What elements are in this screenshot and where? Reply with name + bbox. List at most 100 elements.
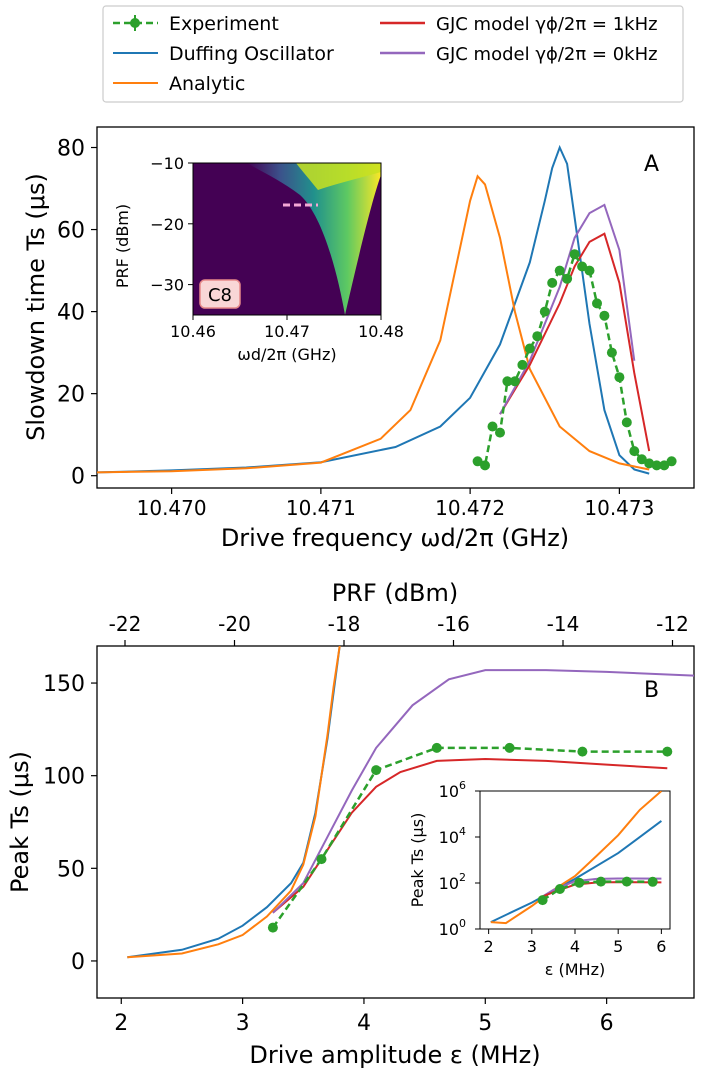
legend-label-duffing: Duffing Oscillator <box>169 43 334 65</box>
panel-b-experiment-point <box>267 922 278 933</box>
inset-log-experiment-point <box>621 876 632 887</box>
panel-b-ytick-label: 100 <box>43 765 85 790</box>
panel-b-series-analytic <box>127 646 341 959</box>
heatmap-ytick-label: −20 <box>150 215 184 234</box>
inset-log-xtick-label: 2 <box>484 937 494 956</box>
panel-a-experiment-point <box>644 458 655 469</box>
inset-log-ytick-label: 106 <box>439 779 466 801</box>
legend-label-gjc1: GJC model γϕ/2π = 1kHz <box>436 14 658 35</box>
inset-log-ytick-label: 100 <box>439 917 466 939</box>
panel-b-top-xlabel: PRF (dBm) <box>332 579 458 607</box>
panel-a-experiment-point <box>606 347 617 358</box>
panel-a-experiment-point <box>584 265 595 276</box>
inset-log-experiment-point <box>537 895 548 906</box>
panel-b-top-tick-label: -16 <box>437 612 470 636</box>
panel-b-experiment-point <box>662 746 673 757</box>
panel-b-series-duffing <box>127 646 341 959</box>
panel-a-experiment-point <box>599 310 610 321</box>
panel-a-experiment-point <box>636 454 647 465</box>
heatmap-ytick-label: −10 <box>150 154 184 173</box>
panel-a-ytick-label: 40 <box>57 301 85 326</box>
panel-a-experiment-point <box>592 298 602 309</box>
panel-a-label: A <box>644 152 659 177</box>
inset-heatmap: C8 10.46 10.47 10.48−10−20−30 ωd/2π (GHz) … <box>113 154 404 364</box>
panel-a-experiment-point <box>487 421 498 432</box>
panel-a-experiment-point <box>495 427 505 438</box>
inset-log-ylabel: Peak Ts (μs) <box>408 813 427 908</box>
panel-b-experiment-point <box>504 742 515 753</box>
panel-a-ytick-label: 20 <box>57 383 85 408</box>
panel-a-frame <box>96 126 695 489</box>
panel-a-experiment-point <box>472 456 483 467</box>
panel-a-ylabel: Slowdown time Ts (μs) <box>22 173 50 441</box>
panel-b-xtick-label: 6 <box>600 1011 614 1036</box>
inset-log-xtick-label: 4 <box>570 937 580 956</box>
panel-a-xtick-label: 10.470 <box>137 496 207 520</box>
panel-a-series-analytic <box>97 174 650 474</box>
panel-a-xlabel: Drive frequency ωd/2π (GHz) <box>221 524 569 552</box>
panel-b-top-tick-label: -20 <box>218 612 251 636</box>
panel-a-experiment-point <box>621 417 632 428</box>
panel-a-experiment-point <box>502 376 513 387</box>
panel-a-experiment-point <box>532 331 543 342</box>
panel-a-experiment-point <box>562 273 573 284</box>
panel-a-experiment-point <box>651 460 662 471</box>
panel-b-xtick-label: 3 <box>236 1011 250 1036</box>
panel-b-ytick-label: 0 <box>71 950 85 975</box>
panel-a-experiment-point <box>629 446 640 457</box>
panel-b-experiment-point <box>431 742 442 753</box>
legend-label-analytic: Analytic <box>169 73 245 95</box>
panel-a-experiment-point <box>554 265 565 276</box>
inset-log-xtick-label: 3 <box>527 937 537 956</box>
panel-a-xtick-label: 10.471 <box>286 496 356 520</box>
panel-a-ytick-label: 80 <box>57 137 85 162</box>
legend-entry-duffing: Duffing Oscillator <box>113 43 334 65</box>
panel-b-experiment-point <box>371 765 382 776</box>
panel-b-experiment-point <box>577 746 588 757</box>
heatmap-xtick-label: 10.46 <box>170 322 216 341</box>
inset-heatmap-ylabel: PRF (dBm) <box>113 204 132 288</box>
panel-a-series-gjc1 <box>499 232 651 452</box>
panel-b-xtick-label: 5 <box>478 1011 492 1036</box>
panel-a-ytick-label: 60 <box>57 219 85 244</box>
inset-log-xtick-label: 6 <box>656 937 666 956</box>
inset-log-plot: 2 3 4 5 6 100 102 104 106 ε (MHz) Peak Ts (μs) <box>408 779 671 979</box>
inset-log-series-duffing <box>490 820 662 924</box>
inset-log-series-analytic <box>490 791 663 925</box>
heatmap-bright-band <box>296 163 381 190</box>
legend: Experiment Duffing Oscillator Analytic G… <box>102 5 684 103</box>
inset-log-ytick-label: 104 <box>439 825 466 847</box>
panel-b-top-tick-label: -18 <box>328 612 361 636</box>
panel-b-experiment-point <box>316 854 327 865</box>
panel-b-top-tick-label: -22 <box>109 612 142 636</box>
heatmap-xtick-label: 10.48 <box>358 322 404 341</box>
panel-a-experiment-point <box>569 249 580 260</box>
legend-label-gjc0: GJC model γϕ/2π = 0kHz <box>436 44 658 65</box>
legend-entry-experiment: Experiment <box>113 13 279 35</box>
panel-b-frame <box>96 645 695 999</box>
panel-b-top-tick-label: -14 <box>547 612 580 636</box>
inset-log-experiment-point <box>595 876 606 887</box>
panel-a-series-experiment <box>476 251 673 468</box>
panel-b-top-tick-label: -12 <box>656 612 689 636</box>
inset-log-frame <box>479 790 671 930</box>
heatmap-resonance-wedge <box>247 163 381 315</box>
panel-b-ylabel: Peak Ts (μs) <box>6 751 34 893</box>
legend-entry-gjc0: GJC model γϕ/2π = 0kHz <box>380 44 658 65</box>
panel-a: 10.470 10.471 10.472 10.473 0 20 40 60 80 A Driv… <box>22 126 695 552</box>
inset-log-ytick-label: 102 <box>439 871 466 893</box>
panel-a-experiment-point <box>659 460 670 471</box>
panel-a-ytick-label: 0 <box>71 465 85 490</box>
panel-b-ytick-label: 150 <box>43 672 85 697</box>
legend-entry-gjc1: GJC model γϕ/2π = 1kHz <box>380 14 658 35</box>
heatmap-xtick-label: 10.47 <box>264 322 310 341</box>
inset-log-experiment-point <box>554 884 565 894</box>
inset-log-experiment-point <box>574 877 585 888</box>
panel-a-experiment-point <box>666 456 677 467</box>
inset-heatmap-xlabel: ωd/2π (GHz) <box>237 345 336 364</box>
panel-a-experiment-point <box>577 261 588 272</box>
panel-b-ytick-label: 50 <box>57 857 85 882</box>
heatmap-ytick-label: −30 <box>150 276 184 295</box>
panel-a-xtick-label: 10.473 <box>584 496 654 520</box>
